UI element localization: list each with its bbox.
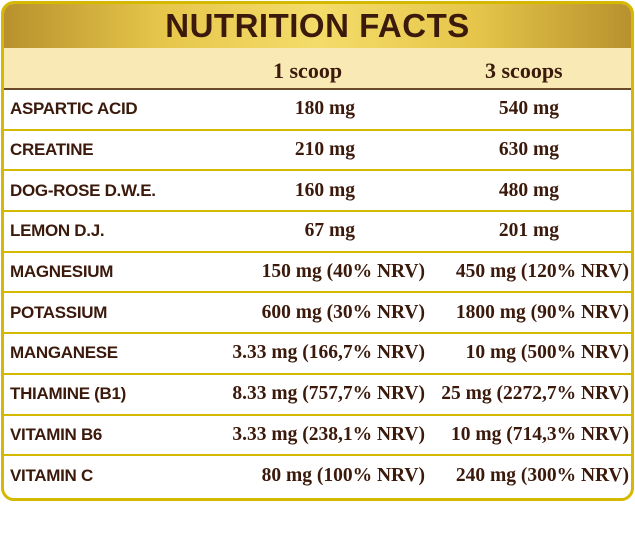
nutrient-name: VITAMIN B6 [10,424,103,444]
value-1-scoop: 600 mg (30% NRV) [261,301,425,323]
table-row: MANGANESE 3.33 mg (166,7% NRV) 10 mg (500%… [4,334,631,375]
table-row: POTASSIUM 600 mg (30% NRV) 1800 mg (90% NR… [4,293,631,335]
value-1-scoop: 180 mg [294,98,355,120]
value-1-scoop: 8.33 mg (757,7% NRV) [232,383,425,405]
value-3-scoops: 240 mg (300% NRV) [455,464,629,486]
column-header-row: 1 scoop 3 scoops [4,48,631,90]
value-1-scoop: 80 mg (100% NRV) [261,464,425,486]
column-header-nutrient [4,48,225,88]
value-3-scoops: 1800 mg (90% NRV) [455,301,629,323]
nutrient-name: LEMON D.J. [10,221,105,241]
panel-title: NUTRITION FACTS [165,7,470,44]
value-1-scoop: 150 mg (40% NRV) [261,261,425,283]
value-1-scoop: 3.33 mg (166,7% NRV) [232,342,425,364]
value-1-scoop: 3.33 mg (238,1% NRV) [232,423,425,445]
value-3-scoops: 10 mg (714,3% NRV) [450,423,629,445]
value-3-scoops: 25 mg (2272,7% NRV) [441,383,629,405]
nutrient-name: CREATINE [10,140,94,160]
value-1-scoop: 210 mg [294,139,355,161]
table-row: VITAMIN C 80 mg (100% NRV) 240 mg (300% NR… [4,456,631,495]
nutrient-name: DOG-ROSE D.W.E. [10,180,156,200]
table-row: THIAMINE (B1) 8.33 mg (757,7% NRV) 25 mg (… [4,375,631,416]
table-row: ASPARTIC ACID 180 mg 540 mg [4,90,631,131]
column-header-1-scoop: 1 scoop [273,58,343,83]
nutrient-table-body: ASPARTIC ACID 180 mg 540 mg CREATINE 210 mg 6… [4,90,631,495]
value-3-scoops: 630 mg [498,139,559,161]
table-row: CREATINE 210 mg 630 mg [4,131,631,172]
column-header-3-scoops: 3 scoops [485,58,563,83]
table-row: DOG-ROSE D.W.E. 160 mg 480 mg [4,171,631,213]
value-3-scoops: 201 mg [498,220,559,242]
table-row: MAGNESIUM 150 mg (40% NRV) 450 mg (120% NR… [4,253,631,294]
value-1-scoop: 67 mg [304,220,355,242]
nutrient-name: MAGNESIUM [10,262,114,282]
value-3-scoops: 450 mg (120% NRV) [455,261,629,283]
table-row: VITAMIN B6 3.33 mg (238,1% NRV) 10 mg (714… [4,416,631,457]
nutrient-name: POTASSIUM [10,302,108,322]
nutrient-name: THIAMINE (B1) [10,384,127,404]
value-3-scoops: 540 mg [498,98,559,120]
value-3-scoops: 480 mg [498,179,559,201]
nutrient-name: MANGANESE [10,343,118,363]
value-3-scoops: 10 mg (500% NRV) [465,342,629,364]
nutrient-name: VITAMIN C [10,465,93,485]
nutrition-facts-panel: NUTRITION FACTS 1 scoop 3 scoops ASPARTI… [1,1,634,501]
header-band: NUTRITION FACTS [4,4,631,48]
nutrient-name: ASPARTIC ACID [10,99,138,119]
table-row: LEMON D.J. 67 mg 201 mg [4,212,631,253]
value-1-scoop: 160 mg [294,179,355,201]
